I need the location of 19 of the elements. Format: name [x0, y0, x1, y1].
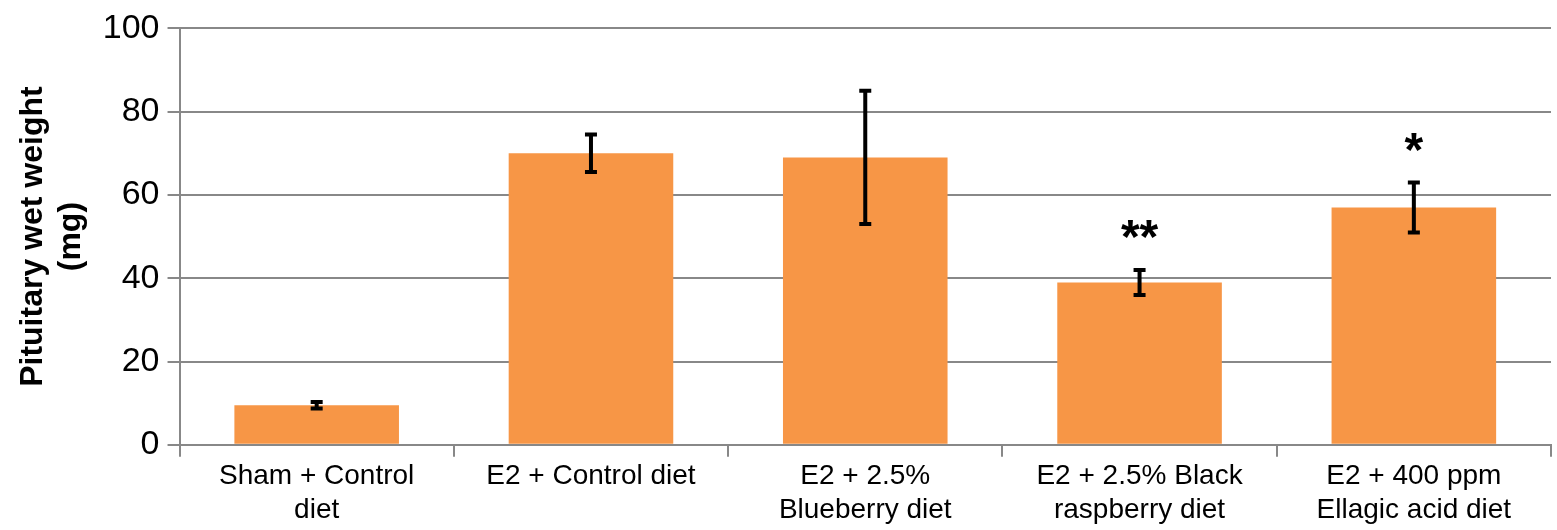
bar: [782, 157, 948, 444]
bar: [234, 405, 399, 444]
bar: [1057, 282, 1222, 444]
x-tick-label: E2 + Control diet: [486, 459, 696, 491]
x-tick-label: E2 + 400 ppm Ellagic acid diet: [1316, 459, 1512, 524]
y-tick-label: 0: [140, 423, 160, 462]
bar: [1331, 207, 1497, 444]
y-axis-title: Pituitary wet weight (mg): [13, 86, 88, 387]
bar: [508, 153, 674, 444]
y-tick-label: 40: [121, 256, 160, 295]
annotation: *: [1404, 122, 1424, 176]
x-tick-label: E2 + 2.5% Black raspberry diet: [1036, 459, 1244, 524]
y-tick-label: 100: [102, 6, 160, 45]
y-tick-label: 20: [121, 339, 160, 378]
x-tick-label: Sham + Control diet: [219, 459, 415, 524]
annotation: **: [1120, 210, 1159, 264]
y-tick-label: 80: [121, 90, 160, 129]
x-tick-label: E2 + 2.5% Blueberry diet: [778, 459, 952, 524]
y-tick-label: 60: [121, 173, 160, 212]
